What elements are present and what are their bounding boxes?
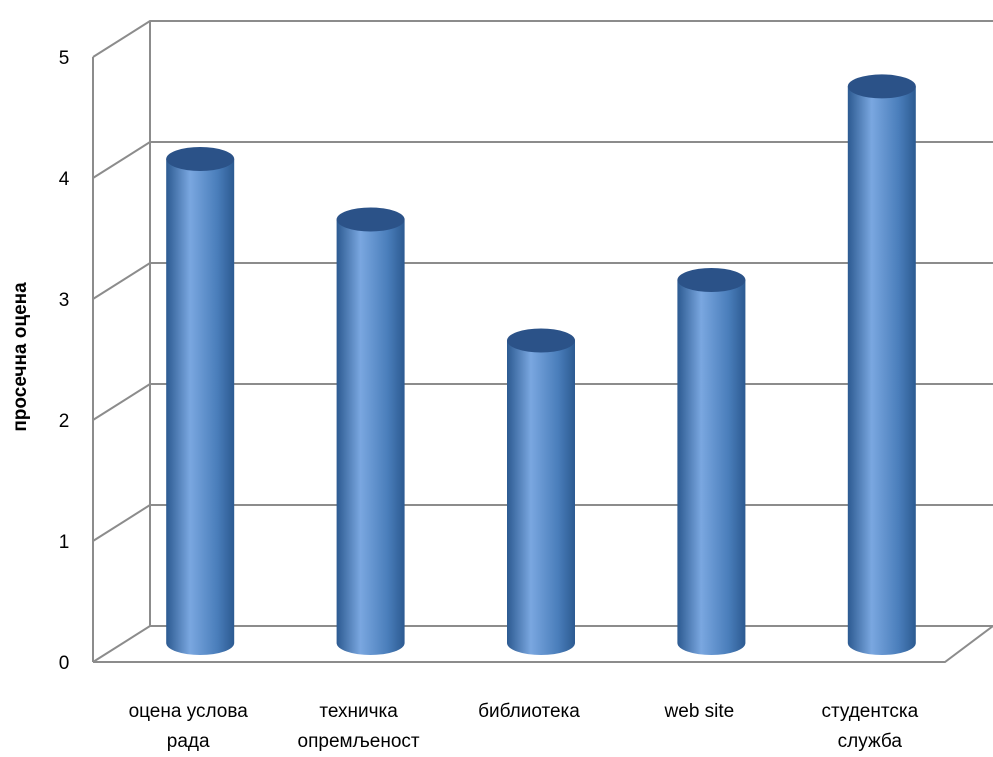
bar-top xyxy=(336,207,405,232)
x-category-label: оцена услова рада xyxy=(129,701,249,752)
bar xyxy=(677,268,746,655)
bar-top xyxy=(847,74,916,99)
bar-body xyxy=(166,159,235,655)
x-category-label: студентска служба xyxy=(821,701,918,752)
bar-top xyxy=(507,328,575,353)
y-tick-label: 2 xyxy=(59,411,70,432)
y-tick-label: 1 xyxy=(59,532,70,553)
y-tick-label: 4 xyxy=(59,169,70,190)
bar-body xyxy=(847,86,916,655)
bar-body xyxy=(507,340,575,655)
bar xyxy=(166,147,235,655)
bar-body xyxy=(677,280,746,655)
x-category-label: web site xyxy=(664,701,735,722)
bar xyxy=(847,74,916,655)
x-category-labels: оцена услова рада техничка опремљеност библи… xyxy=(129,701,919,752)
gridline-5 xyxy=(92,20,993,58)
y-tick-label: 0 xyxy=(59,653,70,674)
bar-body xyxy=(336,219,405,655)
bar-top xyxy=(677,268,746,292)
y-tick-labels: 0 1 2 3 4 5 xyxy=(59,48,70,674)
bar-top xyxy=(166,147,235,171)
x-category-label: библиотека xyxy=(478,701,580,722)
bar xyxy=(336,207,405,655)
y-tick-label: 5 xyxy=(59,48,70,69)
y-tick-label: 3 xyxy=(59,290,70,311)
bar xyxy=(507,328,575,655)
x-category-label: техничка опремљеност xyxy=(298,701,420,752)
y-axis-title: просечна оцена xyxy=(10,282,31,432)
bars xyxy=(166,74,916,655)
